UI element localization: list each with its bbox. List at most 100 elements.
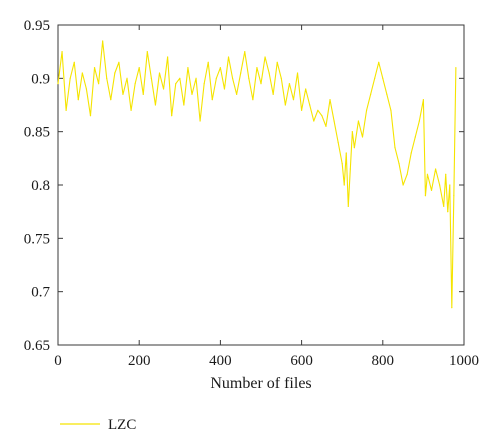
y-tick-label: 0.8 bbox=[31, 178, 50, 194]
data-point bbox=[150, 77, 152, 79]
data-point bbox=[455, 67, 457, 69]
data-point bbox=[98, 83, 100, 85]
data-point bbox=[240, 72, 242, 74]
data-point bbox=[244, 51, 246, 53]
data-point bbox=[122, 93, 124, 95]
data-point bbox=[305, 88, 307, 90]
y-tick-label: 0.9 bbox=[31, 71, 50, 87]
data-point bbox=[351, 131, 353, 133]
data-point bbox=[353, 147, 355, 149]
y-tick-label: 0.75 bbox=[24, 231, 50, 247]
x-tick-label: 0 bbox=[54, 353, 62, 369]
data-point bbox=[288, 83, 291, 85]
legend: LZC bbox=[60, 417, 136, 433]
data-point bbox=[418, 120, 420, 122]
legend-label-lzc: LZC bbox=[108, 417, 136, 433]
data-point bbox=[394, 147, 396, 149]
data-point bbox=[199, 120, 201, 122]
data-point bbox=[203, 83, 205, 85]
data-point bbox=[365, 109, 368, 111]
data-point bbox=[424, 195, 427, 197]
data-point bbox=[231, 77, 234, 79]
x-tick-label: 1000 bbox=[449, 353, 479, 369]
data-point bbox=[345, 152, 347, 154]
data-point bbox=[406, 173, 408, 175]
x-axis-label: Number of files bbox=[210, 375, 311, 392]
data-point bbox=[248, 77, 250, 79]
series-layer bbox=[57, 40, 457, 309]
data-point bbox=[301, 109, 303, 111]
data-point bbox=[134, 83, 136, 85]
data-point bbox=[347, 205, 349, 207]
data-point bbox=[130, 109, 132, 111]
data-point bbox=[260, 83, 262, 85]
data-point bbox=[333, 120, 335, 122]
data-point bbox=[341, 163, 343, 165]
data-point bbox=[138, 67, 140, 69]
data-point bbox=[296, 72, 299, 74]
data-point bbox=[382, 77, 384, 79]
data-point bbox=[317, 109, 319, 111]
data-point bbox=[272, 93, 274, 95]
data-point bbox=[69, 77, 71, 79]
data-point bbox=[447, 211, 449, 213]
data-point bbox=[443, 205, 445, 207]
data-point bbox=[292, 99, 295, 101]
data-point bbox=[65, 109, 67, 111]
y-tick-label: 0.95 bbox=[24, 18, 50, 34]
data-point bbox=[329, 99, 331, 101]
data-point bbox=[325, 125, 327, 127]
y-axis-ticks: 0.95 0.9 0.85 0.8 0.75 0.7 0.65 bbox=[24, 18, 464, 354]
data-point bbox=[89, 115, 92, 117]
data-point bbox=[191, 93, 193, 95]
data-point bbox=[343, 184, 345, 186]
data-point bbox=[126, 77, 128, 79]
data-point bbox=[276, 61, 278, 63]
data-point bbox=[439, 184, 441, 186]
data-point bbox=[110, 99, 112, 101]
data-point bbox=[175, 83, 177, 85]
data-point bbox=[57, 83, 59, 85]
data-point bbox=[158, 72, 161, 74]
data-point bbox=[81, 72, 83, 74]
data-point bbox=[118, 61, 120, 63]
data-point bbox=[410, 152, 412, 154]
data-point bbox=[171, 115, 173, 117]
data-point bbox=[280, 77, 282, 79]
data-point bbox=[284, 104, 286, 106]
data-point bbox=[422, 99, 424, 101]
data-point bbox=[252, 99, 254, 101]
data-point bbox=[357, 120, 360, 122]
data-point bbox=[337, 141, 339, 143]
data-point bbox=[187, 67, 189, 69]
data-point bbox=[236, 93, 238, 95]
x-tick-label: 600 bbox=[290, 353, 313, 369]
data-point bbox=[445, 173, 447, 175]
series-line-lzc bbox=[57, 40, 457, 309]
data-point bbox=[430, 189, 433, 191]
data-point bbox=[179, 77, 181, 79]
data-point bbox=[146, 51, 148, 53]
data-point bbox=[313, 120, 315, 122]
data-point bbox=[414, 136, 416, 138]
data-point bbox=[449, 184, 451, 186]
data-point bbox=[227, 56, 230, 58]
x-tick-label: 200 bbox=[128, 353, 151, 369]
data-point bbox=[93, 67, 96, 69]
data-point bbox=[398, 163, 400, 165]
data-point bbox=[268, 72, 270, 74]
data-point bbox=[374, 77, 376, 79]
data-point bbox=[309, 104, 311, 106]
data-point bbox=[167, 56, 169, 58]
data-point bbox=[195, 77, 197, 79]
y-tick-label: 0.7 bbox=[31, 285, 50, 301]
data-point bbox=[426, 173, 429, 175]
data-point bbox=[451, 307, 453, 309]
data-point bbox=[102, 40, 104, 42]
data-point bbox=[142, 93, 144, 95]
data-point bbox=[453, 195, 455, 197]
y-tick-label: 0.85 bbox=[24, 125, 50, 141]
x-axis-ticks: 0 200 400 600 800 1000 bbox=[54, 25, 479, 369]
data-point bbox=[386, 93, 388, 95]
